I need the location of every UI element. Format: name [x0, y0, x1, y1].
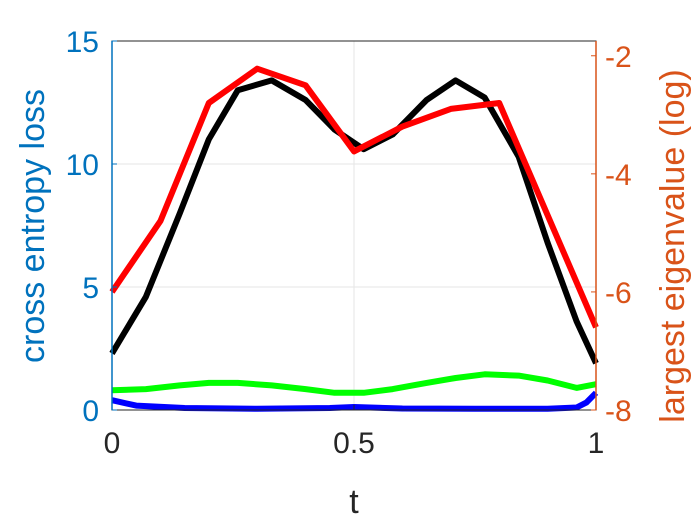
right-y-tick-label: -4 — [605, 159, 632, 192]
tick-marks — [111, 40, 597, 411]
right-y-tick-label: -6 — [605, 277, 632, 310]
left-y-tick-label: 0 — [82, 395, 99, 428]
right-y-tick-label: -8 — [605, 395, 632, 428]
left-y-axis-label: cross entropy loss — [14, 89, 52, 363]
left-y-tick-label: 10 — [66, 149, 99, 182]
x-tick-label: 1 — [588, 427, 605, 460]
left-y-tick-label: 5 — [82, 272, 99, 305]
series-line-4 — [111, 390, 599, 412]
series-line-2 — [109, 65, 599, 329]
left-y-tick-label: 15 — [66, 26, 99, 59]
series-lines — [109, 65, 599, 412]
series-line-3 — [111, 371, 597, 396]
grid-lines — [111, 40, 597, 411]
right-y-axis-label: largest eigenvalue (log) — [654, 69, 692, 422]
x-tick-label: 0 — [104, 427, 121, 460]
x-tick-label: 0.5 — [333, 427, 375, 460]
right-y-tick-label: -2 — [605, 41, 632, 74]
x-axis-label: t — [349, 483, 359, 521]
